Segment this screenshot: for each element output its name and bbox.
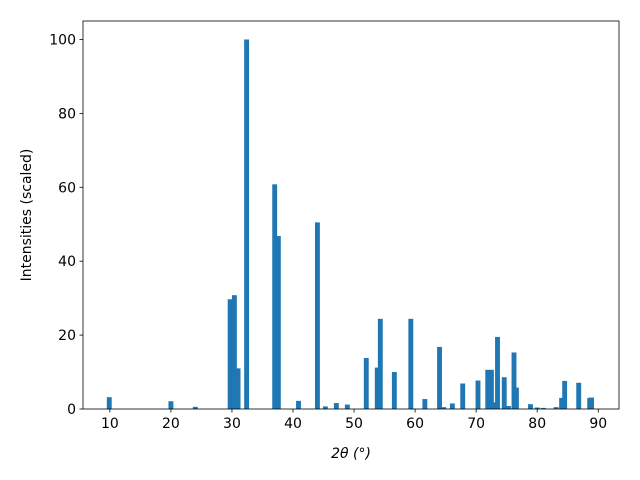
- bar: [501, 377, 507, 409]
- y-tick-label: 80: [58, 106, 76, 122]
- y-tick-label: 100: [49, 32, 76, 48]
- bar: [168, 401, 174, 409]
- x-tick-label: 20: [162, 416, 180, 432]
- bar: [106, 397, 112, 409]
- bar: [333, 403, 339, 409]
- bar: [559, 397, 565, 409]
- x-tick-label: 80: [528, 416, 546, 432]
- x-tick-label: 40: [284, 416, 302, 432]
- plot-frame: [82, 20, 620, 410]
- bar: [488, 369, 494, 409]
- x-tick-label: 50: [345, 416, 363, 432]
- bar: [363, 358, 369, 409]
- y-tick-label: 20: [58, 328, 76, 344]
- bar: [576, 382, 582, 409]
- bar: [314, 222, 320, 409]
- bar: [391, 372, 397, 409]
- bar: [485, 369, 491, 409]
- x-tick-label: 30: [223, 416, 241, 432]
- bar: [441, 407, 447, 409]
- bar: [553, 407, 559, 409]
- bar: [377, 318, 383, 409]
- bar: [513, 387, 519, 409]
- bar: [437, 346, 442, 409]
- x-axis-label: 2θ (°): [331, 446, 371, 462]
- x-tick-label: 70: [467, 416, 485, 432]
- bar: [492, 402, 497, 409]
- bar: [192, 406, 198, 409]
- bar: [589, 397, 594, 409]
- y-axis-label: Intensities (scaled): [19, 149, 35, 282]
- bar: [506, 406, 511, 409]
- bar: [272, 184, 278, 409]
- y-tick-label: 0: [67, 402, 76, 418]
- bar: [296, 400, 301, 409]
- bar: [422, 399, 428, 409]
- bar: [235, 368, 241, 409]
- bar: [344, 404, 350, 409]
- bar: [374, 367, 380, 409]
- y-tick-label: 40: [58, 254, 76, 270]
- bar: [475, 380, 481, 409]
- bar: [534, 407, 540, 409]
- y-tick-label: 60: [58, 180, 76, 196]
- bar: [495, 336, 500, 409]
- x-tick-label: 10: [101, 416, 119, 432]
- bar: [511, 352, 517, 409]
- bar: [562, 380, 568, 409]
- bar: [528, 404, 533, 409]
- bar: [227, 299, 233, 409]
- bar: [540, 407, 546, 409]
- bar: [231, 295, 237, 409]
- x-tick-label: 90: [589, 416, 607, 432]
- bar: [408, 318, 414, 409]
- bar: [322, 406, 328, 409]
- x-tick-label: 60: [406, 416, 424, 432]
- bar: [244, 39, 250, 409]
- bar: [460, 383, 466, 409]
- bar: [275, 236, 281, 409]
- bar: [449, 403, 455, 409]
